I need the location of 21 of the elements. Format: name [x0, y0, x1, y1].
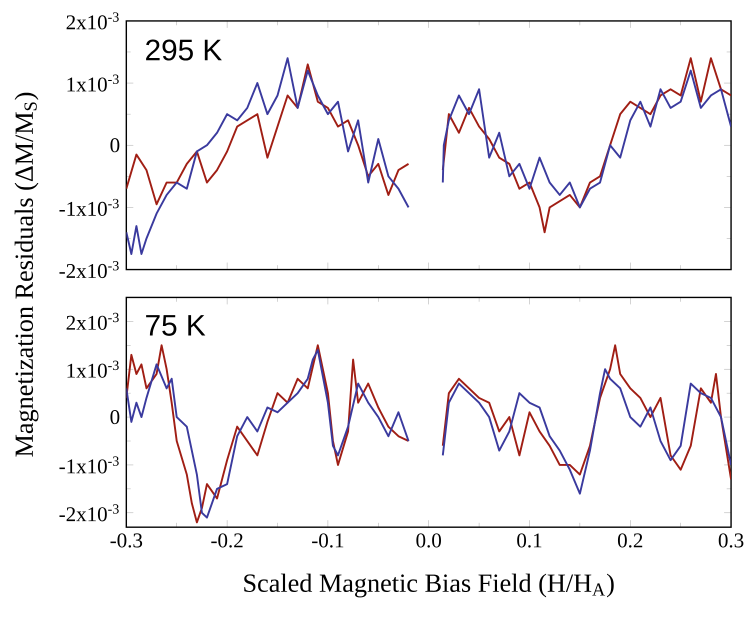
- y-tick-label: -1x10$^{-3}$: [59, 199, 119, 216]
- x-tick-label: -0.1: [312, 533, 344, 548]
- y-tick-label: 1x10$^{-3}$: [68, 74, 119, 92]
- y-tick-label: 0: [110, 410, 120, 424]
- y-tick-label: -1x10$^{-3}$: [59, 456, 119, 474]
- x-tick-label: 0.0: [416, 533, 441, 548]
- x-tick-label: -0.3: [110, 533, 142, 548]
- annotation: 295 K: [146, 40, 222, 61]
- x-tick-label: -0.2: [211, 533, 243, 548]
- y-tick-label: 0: [110, 138, 120, 152]
- y-tick-label: 1x10$^{-3}$: [68, 360, 119, 378]
- x-tick-label: 0.1: [517, 533, 542, 548]
- y-tick-label: 2x10$^{-3}$: [66, 312, 119, 330]
- y-tick-label: -2x10$^{-3}$: [59, 261, 119, 278]
- annotation: 75 K: [146, 315, 206, 336]
- y-tick-label: -2x10$^{-3}$: [59, 504, 119, 522]
- x-tick-label: 0.3: [718, 533, 744, 548]
- y-axis-title: Magnetization Residuals (ΔM/M$_{S}$): [14, 92, 38, 457]
- x-axis-title: Scaled Magnetic Bias Field (H/H$_{A}$): [244, 574, 614, 598]
- x-tick-label: 0.2: [618, 533, 642, 548]
- y-tick-label: 2x10$^{-3}$: [66, 12, 119, 30]
